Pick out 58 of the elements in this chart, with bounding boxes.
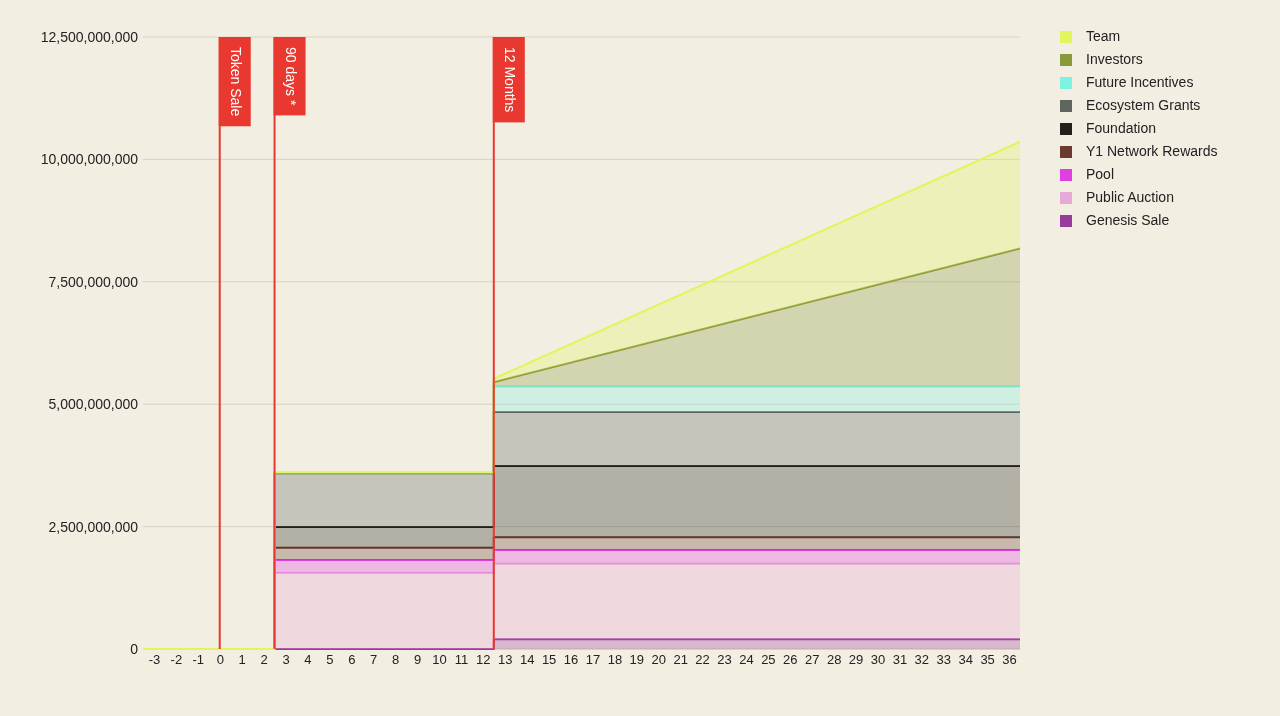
x-tick-label: -1: [192, 652, 205, 668]
legend-label: Public Auction: [1086, 188, 1174, 205]
y-tick-label: 12,500,000,000: [40, 28, 139, 45]
x-tick-label: 35: [980, 652, 995, 668]
x-tick-label: 32: [914, 652, 930, 668]
x-tick-label: 29: [848, 652, 864, 668]
legend-label: Investors: [1086, 50, 1143, 67]
ref-line-label: 12 Months: [502, 47, 519, 113]
x-tick-label: 2: [260, 652, 268, 668]
y-tick-label: 10,000,000,000: [40, 151, 139, 168]
x-tick-label: 15: [541, 652, 557, 668]
x-tick-label: 13: [498, 652, 513, 668]
x-tick-label: 24: [739, 652, 754, 668]
x-tick-label: 31: [892, 652, 908, 668]
x-tick-label: 25: [761, 652, 776, 668]
x-tick-label: 11: [454, 652, 469, 668]
x-tick-label: 10: [432, 652, 447, 668]
x-tick-label: 21: [673, 652, 688, 668]
x-tick-label: 6: [348, 652, 356, 668]
x-tick-label: 19: [629, 652, 645, 668]
legend-label: Team: [1086, 27, 1121, 44]
legend-label: Y1 Network Rewards: [1086, 142, 1218, 159]
x-tick-label: 14: [519, 652, 535, 668]
x-tick-label: 7: [370, 652, 378, 668]
x-tick-label: 17: [585, 652, 601, 668]
x-tick-label: -2: [170, 652, 183, 668]
y-tick-label: 2,500,000,000: [48, 518, 139, 535]
x-tick-label: 4: [304, 652, 312, 668]
x-tick-label: 12: [476, 652, 491, 668]
x-tick-label: 20: [651, 652, 666, 668]
legend-label: Ecosystem Grants: [1086, 96, 1201, 113]
x-tick-label: 9: [413, 652, 422, 668]
y-tick-label: 0: [130, 640, 139, 657]
x-tick-label: 3: [282, 652, 290, 668]
legend-label: Pool: [1086, 165, 1115, 182]
x-tick-label: 8: [392, 652, 400, 668]
x-tick-label: 16: [563, 652, 579, 668]
ref-line-label: 90 days *: [282, 47, 299, 106]
x-tick-label: 30: [870, 652, 886, 668]
x-tick-label: 27: [804, 652, 820, 668]
x-tick-label: 0: [216, 652, 224, 668]
x-tick-label: 28: [826, 652, 842, 668]
x-tick-label: 26: [783, 652, 798, 668]
ref-line-label: Token Sale: [228, 47, 245, 117]
legend-label: Future Incentives: [1086, 73, 1194, 90]
x-tick-label: 5: [326, 652, 334, 668]
x-tick-label: -3: [148, 652, 161, 668]
x-tick-label: 1: [238, 652, 246, 668]
y-tick-label: 7,500,000,000: [48, 273, 139, 290]
x-tick-label: 36: [1002, 652, 1017, 668]
y-tick-label: 5,000,000,000: [48, 396, 139, 413]
x-tick-label: 23: [717, 652, 732, 668]
legend-label: Genesis Sale: [1086, 211, 1170, 228]
legend-label: Foundation: [1086, 119, 1157, 136]
x-tick-label: 18: [607, 652, 623, 668]
x-tick-label: 34: [958, 652, 973, 668]
x-tick-label: 22: [695, 652, 710, 668]
x-tick-label: 33: [936, 652, 951, 668]
